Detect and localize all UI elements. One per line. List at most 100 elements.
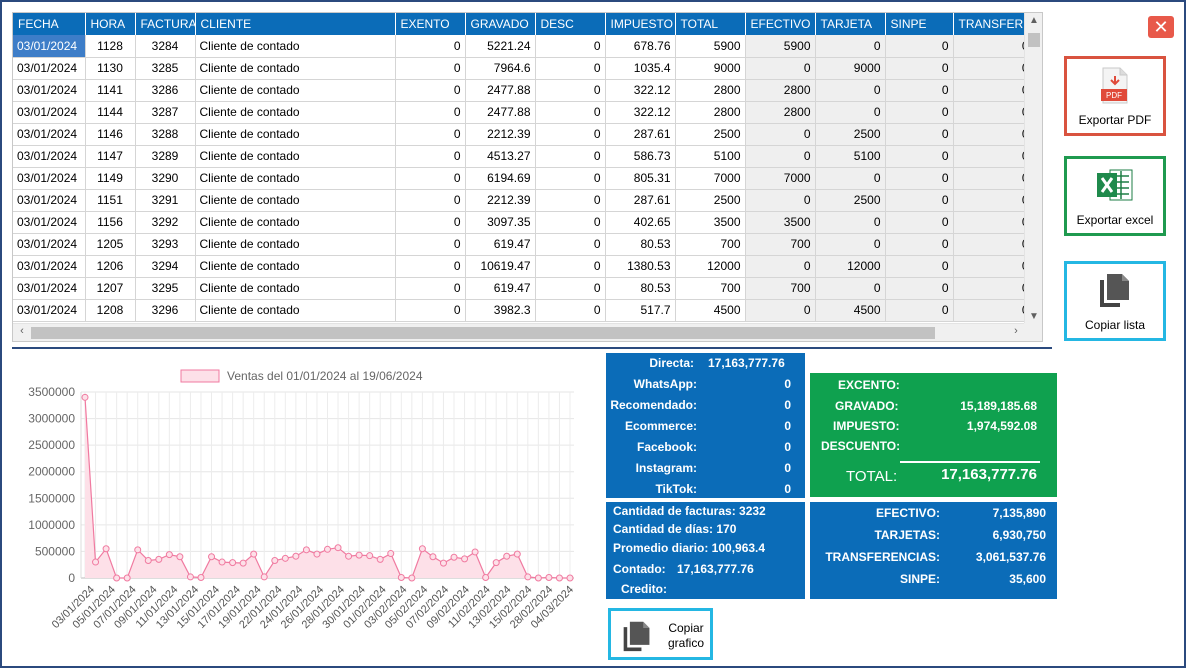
table-cell[interactable]: 0: [395, 189, 466, 212]
table-cell[interactable]: 0: [395, 167, 466, 190]
table-cell[interactable]: 1206: [85, 255, 136, 278]
table-row[interactable]: 03/01/2024 1146 3288 Cliente de contado 0 221…: [13, 123, 1025, 146]
table-row[interactable]: 03/01/2024 1144 3287 Cliente de contado 0 247…: [13, 101, 1025, 124]
table-cell[interactable]: 0: [953, 123, 1025, 146]
column-header[interactable]: HORA: [85, 13, 136, 35]
table-cell[interactable]: 1208: [85, 299, 136, 322]
table-cell[interactable]: 1141: [85, 79, 136, 102]
table-cell[interactable]: 3289: [135, 145, 196, 168]
column-header[interactable]: EXENTO: [395, 13, 466, 35]
column-header[interactable]: DESC: [535, 13, 606, 35]
table-cell[interactable]: 619.47: [465, 233, 536, 256]
table-cell[interactable]: 0: [535, 189, 606, 212]
table-cell[interactable]: Cliente de contado: [195, 35, 396, 58]
table-cell[interactable]: 3290: [135, 167, 196, 190]
table-cell[interactable]: 3982.3: [465, 299, 536, 322]
table-cell[interactable]: 1207: [85, 277, 136, 300]
table-cell[interactable]: 0: [885, 79, 954, 102]
table-row[interactable]: 03/01/2024 1208 3296 Cliente de contado 0 398…: [13, 299, 1025, 322]
table-cell[interactable]: Cliente de contado: [195, 211, 396, 234]
table-cell[interactable]: Cliente de contado: [195, 189, 396, 212]
table-cell[interactable]: 10619.47: [465, 255, 536, 278]
table-cell[interactable]: 0: [815, 35, 886, 58]
table-cell[interactable]: 0: [395, 57, 466, 80]
table-cell[interactable]: 5221.24: [465, 35, 536, 58]
table-cell[interactable]: 700: [675, 233, 746, 256]
table-cell[interactable]: 1149: [85, 167, 136, 190]
table-cell[interactable]: 619.47: [465, 277, 536, 300]
column-header[interactable]: CLIENTE: [195, 13, 396, 35]
table-cell[interactable]: 0: [953, 167, 1025, 190]
table-cell[interactable]: 0: [885, 35, 954, 58]
table-cell[interactable]: 0: [535, 211, 606, 234]
table-cell[interactable]: Cliente de contado: [195, 167, 396, 190]
table-cell[interactable]: 3292: [135, 211, 196, 234]
table-cell[interactable]: 700: [745, 277, 816, 300]
table-cell[interactable]: 2800: [745, 79, 816, 102]
table-cell[interactable]: 9000: [675, 57, 746, 80]
table-row[interactable]: 03/01/2024 1130 3285 Cliente de contado 0 796…: [13, 57, 1025, 80]
table-cell[interactable]: 2500: [675, 123, 746, 146]
table-cell[interactable]: 0: [885, 255, 954, 278]
table-cell[interactable]: 1205: [85, 233, 136, 256]
table-cell[interactable]: 7000: [675, 167, 746, 190]
table-cell[interactable]: Cliente de contado: [195, 101, 396, 124]
table-cell[interactable]: 1380.53: [605, 255, 676, 278]
table-cell[interactable]: 1144: [85, 101, 136, 124]
table-cell[interactable]: 0: [745, 189, 816, 212]
table-row[interactable]: 03/01/2024 1128 3284 Cliente de contado 0 522…: [13, 35, 1025, 58]
vertical-scroll-thumb[interactable]: [1028, 33, 1040, 47]
table-cell[interactable]: 0: [885, 189, 954, 212]
column-header[interactable]: TOTAL: [675, 13, 746, 35]
table-cell[interactable]: 0: [535, 255, 606, 278]
table-cell[interactable]: 0: [885, 145, 954, 168]
table-cell[interactable]: 4500: [815, 299, 886, 322]
table-cell[interactable]: 03/01/2024: [13, 167, 86, 190]
table-row[interactable]: 03/01/2024 1149 3290 Cliente de contado 0 619…: [13, 167, 1025, 190]
table-cell[interactable]: 0: [815, 233, 886, 256]
table-cell[interactable]: 805.31: [605, 167, 676, 190]
table-cell[interactable]: 3500: [745, 211, 816, 234]
column-header[interactable]: FECHA: [13, 13, 86, 35]
table-cell[interactable]: 0: [953, 189, 1025, 212]
table-cell[interactable]: Cliente de contado: [195, 123, 396, 146]
table-cell[interactable]: 0: [745, 145, 816, 168]
table-cell[interactable]: 12000: [675, 255, 746, 278]
table-cell[interactable]: 2212.39: [465, 189, 536, 212]
scroll-left-icon[interactable]: ‹: [20, 325, 24, 337]
column-header[interactable]: GRAVADO: [465, 13, 536, 35]
column-header[interactable]: SINPE: [885, 13, 954, 35]
table-cell[interactable]: 0: [953, 277, 1025, 300]
table-cell[interactable]: 2800: [745, 101, 816, 124]
table-cell[interactable]: 0: [395, 123, 466, 146]
table-cell[interactable]: 2500: [815, 189, 886, 212]
column-header[interactable]: IMPUESTO: [605, 13, 676, 35]
table-cell[interactable]: 4513.27: [465, 145, 536, 168]
table-row[interactable]: 03/01/2024 1205 3293 Cliente de contado 0 619…: [13, 233, 1025, 256]
table-cell[interactable]: 0: [815, 101, 886, 124]
table-row[interactable]: 03/01/2024 1206 3294 Cliente de contado 0 106…: [13, 255, 1025, 278]
table-cell[interactable]: 0: [395, 277, 466, 300]
table-cell[interactable]: 0: [745, 57, 816, 80]
table-cell[interactable]: 3284: [135, 35, 196, 58]
table-cell[interactable]: 0: [395, 101, 466, 124]
table-cell[interactable]: 0: [953, 57, 1025, 80]
table-cell[interactable]: 2800: [675, 101, 746, 124]
table-cell[interactable]: 700: [675, 277, 746, 300]
table-cell[interactable]: 0: [885, 233, 954, 256]
vertical-scrollbar[interactable]: ▲ ▼: [1024, 13, 1042, 324]
table-cell[interactable]: Cliente de contado: [195, 57, 396, 80]
table-row[interactable]: 03/01/2024 1147 3289 Cliente de contado 0 451…: [13, 145, 1025, 168]
table-cell[interactable]: 5100: [675, 145, 746, 168]
table-cell[interactable]: 03/01/2024: [13, 123, 86, 146]
table-cell[interactable]: 3293: [135, 233, 196, 256]
table-cell[interactable]: 0: [815, 79, 886, 102]
table-cell[interactable]: 4500: [675, 299, 746, 322]
table-cell[interactable]: 287.61: [605, 123, 676, 146]
table-cell[interactable]: 0: [535, 101, 606, 124]
table-cell[interactable]: 0: [885, 123, 954, 146]
table-cell[interactable]: 0: [953, 101, 1025, 124]
table-cell[interactable]: 2500: [675, 189, 746, 212]
table-cell[interactable]: 03/01/2024: [13, 35, 86, 58]
table-cell[interactable]: 03/01/2024: [13, 101, 86, 124]
